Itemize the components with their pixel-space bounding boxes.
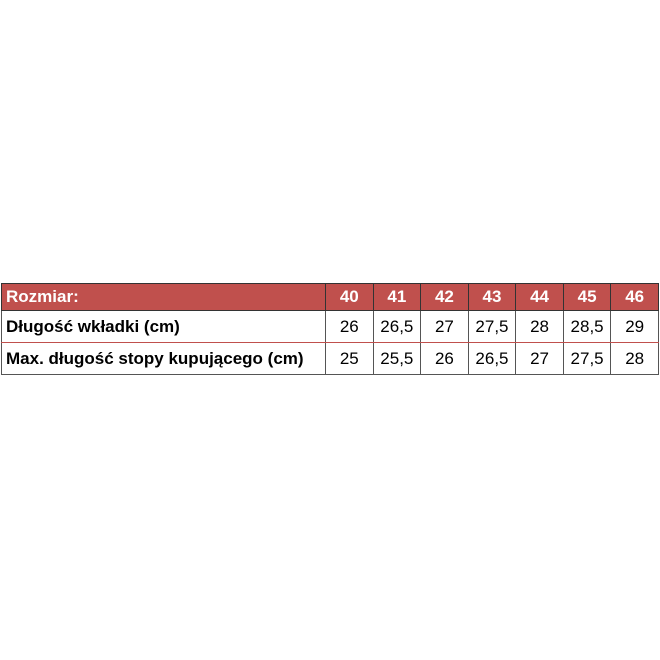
table-row: Długość wkładki (cm) 26 26,5 27 27,5 28 … bbox=[1, 310, 659, 343]
value-cell: 26 bbox=[325, 310, 374, 343]
value-cell: 29 bbox=[610, 310, 659, 343]
value-cell: 28 bbox=[610, 342, 659, 375]
size-cell: 46 bbox=[610, 283, 659, 311]
header-label: Rozmiar: bbox=[1, 283, 326, 311]
value-cell: 27,5 bbox=[562, 342, 612, 375]
value-cell: 26,5 bbox=[467, 342, 517, 375]
size-chart-table: Rozmiar: 40 41 42 43 44 45 46 Długość wk… bbox=[1, 283, 659, 375]
size-cell: 45 bbox=[562, 283, 612, 311]
header-row: Rozmiar: 40 41 42 43 44 45 46 bbox=[1, 283, 659, 311]
size-cell: 42 bbox=[420, 283, 469, 311]
value-cell: 28,5 bbox=[562, 310, 612, 343]
size-cell: 41 bbox=[372, 283, 422, 311]
value-cell: 26,5 bbox=[372, 310, 422, 343]
value-cell: 27 bbox=[515, 342, 564, 375]
value-cell: 27 bbox=[420, 310, 469, 343]
size-cell: 44 bbox=[515, 283, 564, 311]
value-cell: 26 bbox=[420, 342, 469, 375]
value-cell: 28 bbox=[515, 310, 564, 343]
value-cell: 25 bbox=[325, 342, 374, 375]
value-cell: 27,5 bbox=[467, 310, 517, 343]
value-cell: 25,5 bbox=[372, 342, 422, 375]
size-cell: 40 bbox=[325, 283, 374, 311]
size-cell: 43 bbox=[467, 283, 517, 311]
row-label: Długość wkładki (cm) bbox=[1, 310, 326, 343]
row-label: Max. długość stopy kupującego (cm) bbox=[1, 342, 326, 375]
table-row: Max. długość stopy kupującego (cm) 25 25… bbox=[1, 342, 659, 375]
